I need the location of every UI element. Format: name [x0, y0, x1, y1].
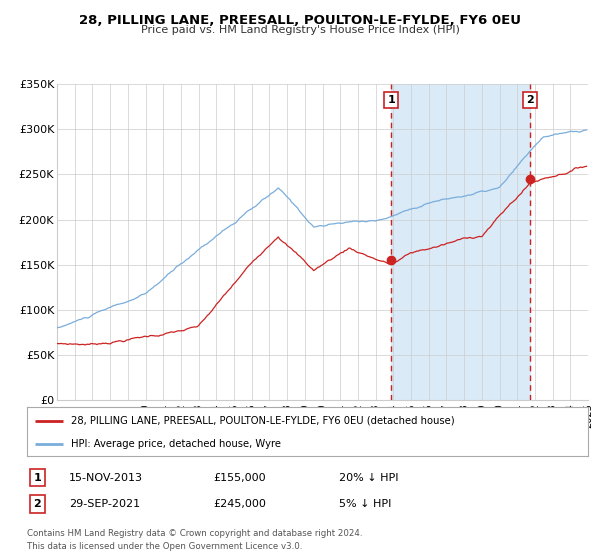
Text: 28, PILLING LANE, PREESALL, POULTON-LE-FYLDE, FY6 0EU: 28, PILLING LANE, PREESALL, POULTON-LE-F… [79, 14, 521, 27]
Text: 2: 2 [527, 95, 535, 105]
Text: 5% ↓ HPI: 5% ↓ HPI [339, 499, 391, 509]
Text: This data is licensed under the Open Government Licence v3.0.: This data is licensed under the Open Gov… [27, 542, 302, 550]
Text: Price paid vs. HM Land Registry's House Price Index (HPI): Price paid vs. HM Land Registry's House … [140, 25, 460, 35]
Bar [391, 84, 530, 400]
Text: 2: 2 [34, 499, 41, 509]
Text: 15-NOV-2013: 15-NOV-2013 [69, 473, 143, 483]
Text: 28, PILLING LANE, PREESALL, POULTON-LE-FYLDE, FY6 0EU (detached house): 28, PILLING LANE, PREESALL, POULTON-LE-F… [71, 416, 454, 426]
Text: 1: 1 [388, 95, 395, 105]
Text: 1: 1 [34, 473, 41, 483]
Text: £245,000: £245,000 [213, 499, 266, 509]
Text: £155,000: £155,000 [213, 473, 266, 483]
Text: 20% ↓ HPI: 20% ↓ HPI [339, 473, 398, 483]
Text: 29-SEP-2021: 29-SEP-2021 [69, 499, 140, 509]
Text: HPI: Average price, detached house, Wyre: HPI: Average price, detached house, Wyre [71, 439, 281, 449]
Text: Contains HM Land Registry data © Crown copyright and database right 2024.: Contains HM Land Registry data © Crown c… [27, 529, 362, 538]
